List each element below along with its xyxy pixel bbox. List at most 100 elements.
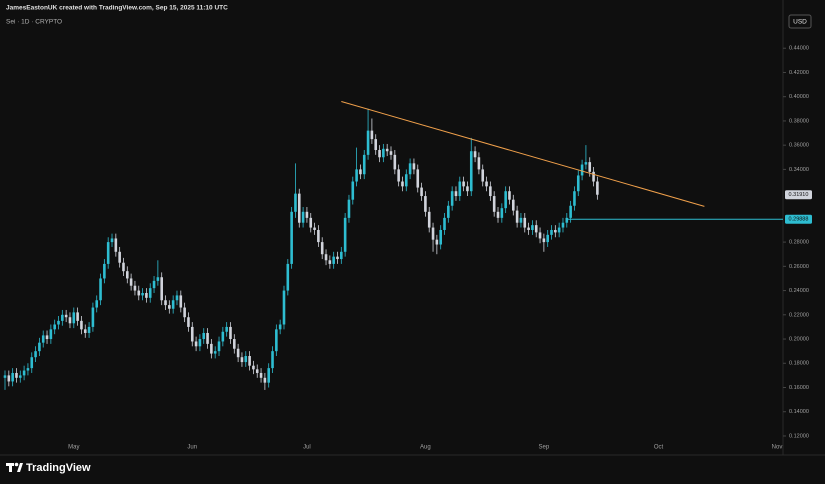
candle-body [152, 280, 156, 289]
candle-body [225, 326, 228, 332]
candle-body [110, 238, 114, 243]
candle-body [290, 211, 293, 264]
candle-body [469, 151, 473, 192]
candle-body [565, 217, 569, 223]
candle-body [473, 151, 477, 158]
candle-body [546, 234, 549, 243]
x-tick-label: Jun [187, 445, 197, 451]
brand: TradingView [26, 462, 91, 474]
y-tick-label: 0.36000 [789, 143, 809, 149]
candle-body [588, 162, 592, 172]
level-label-box [785, 214, 812, 224]
candle-body [481, 169, 485, 182]
y-tick-label: 0.14000 [789, 409, 809, 415]
candle-body [324, 254, 328, 261]
candle-body [401, 181, 404, 187]
candle-body [508, 191, 511, 200]
logo [6, 462, 23, 472]
y-tick-label: 0.40000 [789, 94, 809, 100]
candle-body [99, 278, 102, 301]
candle-body [462, 181, 465, 187]
candle-body [38, 342, 41, 352]
candle-body [45, 335, 49, 340]
x-tick-label: Jul [303, 445, 311, 451]
candle-body [141, 292, 144, 296]
candle-body [187, 317, 190, 327]
currency-box[interactable] [788, 14, 812, 29]
candle-body [11, 372, 14, 382]
candle-body [15, 372, 18, 378]
candle-body [500, 208, 504, 218]
x-tick-label: Nov [772, 445, 783, 451]
candle-body [145, 292, 148, 298]
candle-body [72, 312, 76, 324]
candle-body [435, 239, 439, 245]
y-tick-label: 0.26000 [789, 264, 809, 270]
candle-body [286, 263, 290, 291]
candle-body [118, 251, 121, 263]
candle-body [240, 357, 244, 363]
candle-body [393, 154, 397, 170]
candle-body [454, 191, 458, 197]
x-tick-label: Sep [539, 445, 550, 451]
candle-body [282, 290, 286, 325]
candle-body [336, 256, 339, 260]
candle-body [175, 295, 179, 301]
candle-body [489, 186, 492, 197]
candle-body [370, 130, 374, 140]
candle-body [103, 263, 106, 279]
candle-body [450, 191, 454, 206]
candle-body [427, 211, 431, 228]
candle-body [420, 187, 423, 197]
candle-body [382, 148, 385, 158]
candle-body [53, 324, 56, 330]
candle-body [328, 260, 332, 264]
candle-body [408, 163, 412, 175]
candle-body [80, 320, 83, 330]
candle-body [229, 326, 232, 340]
candle-body [519, 217, 523, 223]
candle-body [164, 300, 167, 306]
candle-body [374, 139, 378, 151]
y-tick-label: 0.44000 [789, 46, 809, 52]
candle-body [439, 229, 442, 245]
candle-body [275, 329, 278, 352]
candle-body [576, 175, 580, 192]
candle-body [160, 277, 163, 301]
candle-body [34, 351, 37, 358]
candle-body [61, 314, 64, 321]
candle-body [294, 193, 297, 212]
candle-body [355, 169, 358, 182]
candle-body [267, 368, 271, 383]
candle-body [385, 148, 389, 152]
candle-body [466, 186, 469, 192]
candle-body [198, 339, 202, 347]
y-tick-label: 0.38000 [789, 118, 809, 124]
candle-body [397, 169, 400, 182]
candle-body [259, 372, 263, 378]
y-tick-label: 0.34000 [789, 167, 809, 173]
candle-body [171, 300, 175, 309]
candle-body [106, 242, 110, 264]
candle-body [133, 285, 137, 291]
currency[interactable]: USD [793, 19, 807, 26]
candle-body [573, 191, 576, 206]
candle-body [137, 290, 141, 296]
candle-body [206, 332, 209, 344]
candle-body [550, 229, 553, 235]
x-tick-label: Oct [654, 445, 664, 451]
candle-body [561, 222, 565, 228]
candle-body [297, 193, 301, 223]
candle-body [511, 199, 515, 211]
candle-body [49, 329, 53, 340]
candle-body [83, 329, 87, 333]
candle-body [122, 262, 125, 272]
candle-body [538, 232, 542, 239]
candle-body [343, 217, 347, 252]
symbol: Sei · 1D · CRYPTO [6, 19, 62, 26]
candle-body [443, 217, 446, 230]
candle-body [496, 211, 500, 218]
candle-body [515, 210, 519, 223]
y-tick-label: 0.16000 [789, 385, 809, 391]
candle-body [317, 229, 320, 243]
